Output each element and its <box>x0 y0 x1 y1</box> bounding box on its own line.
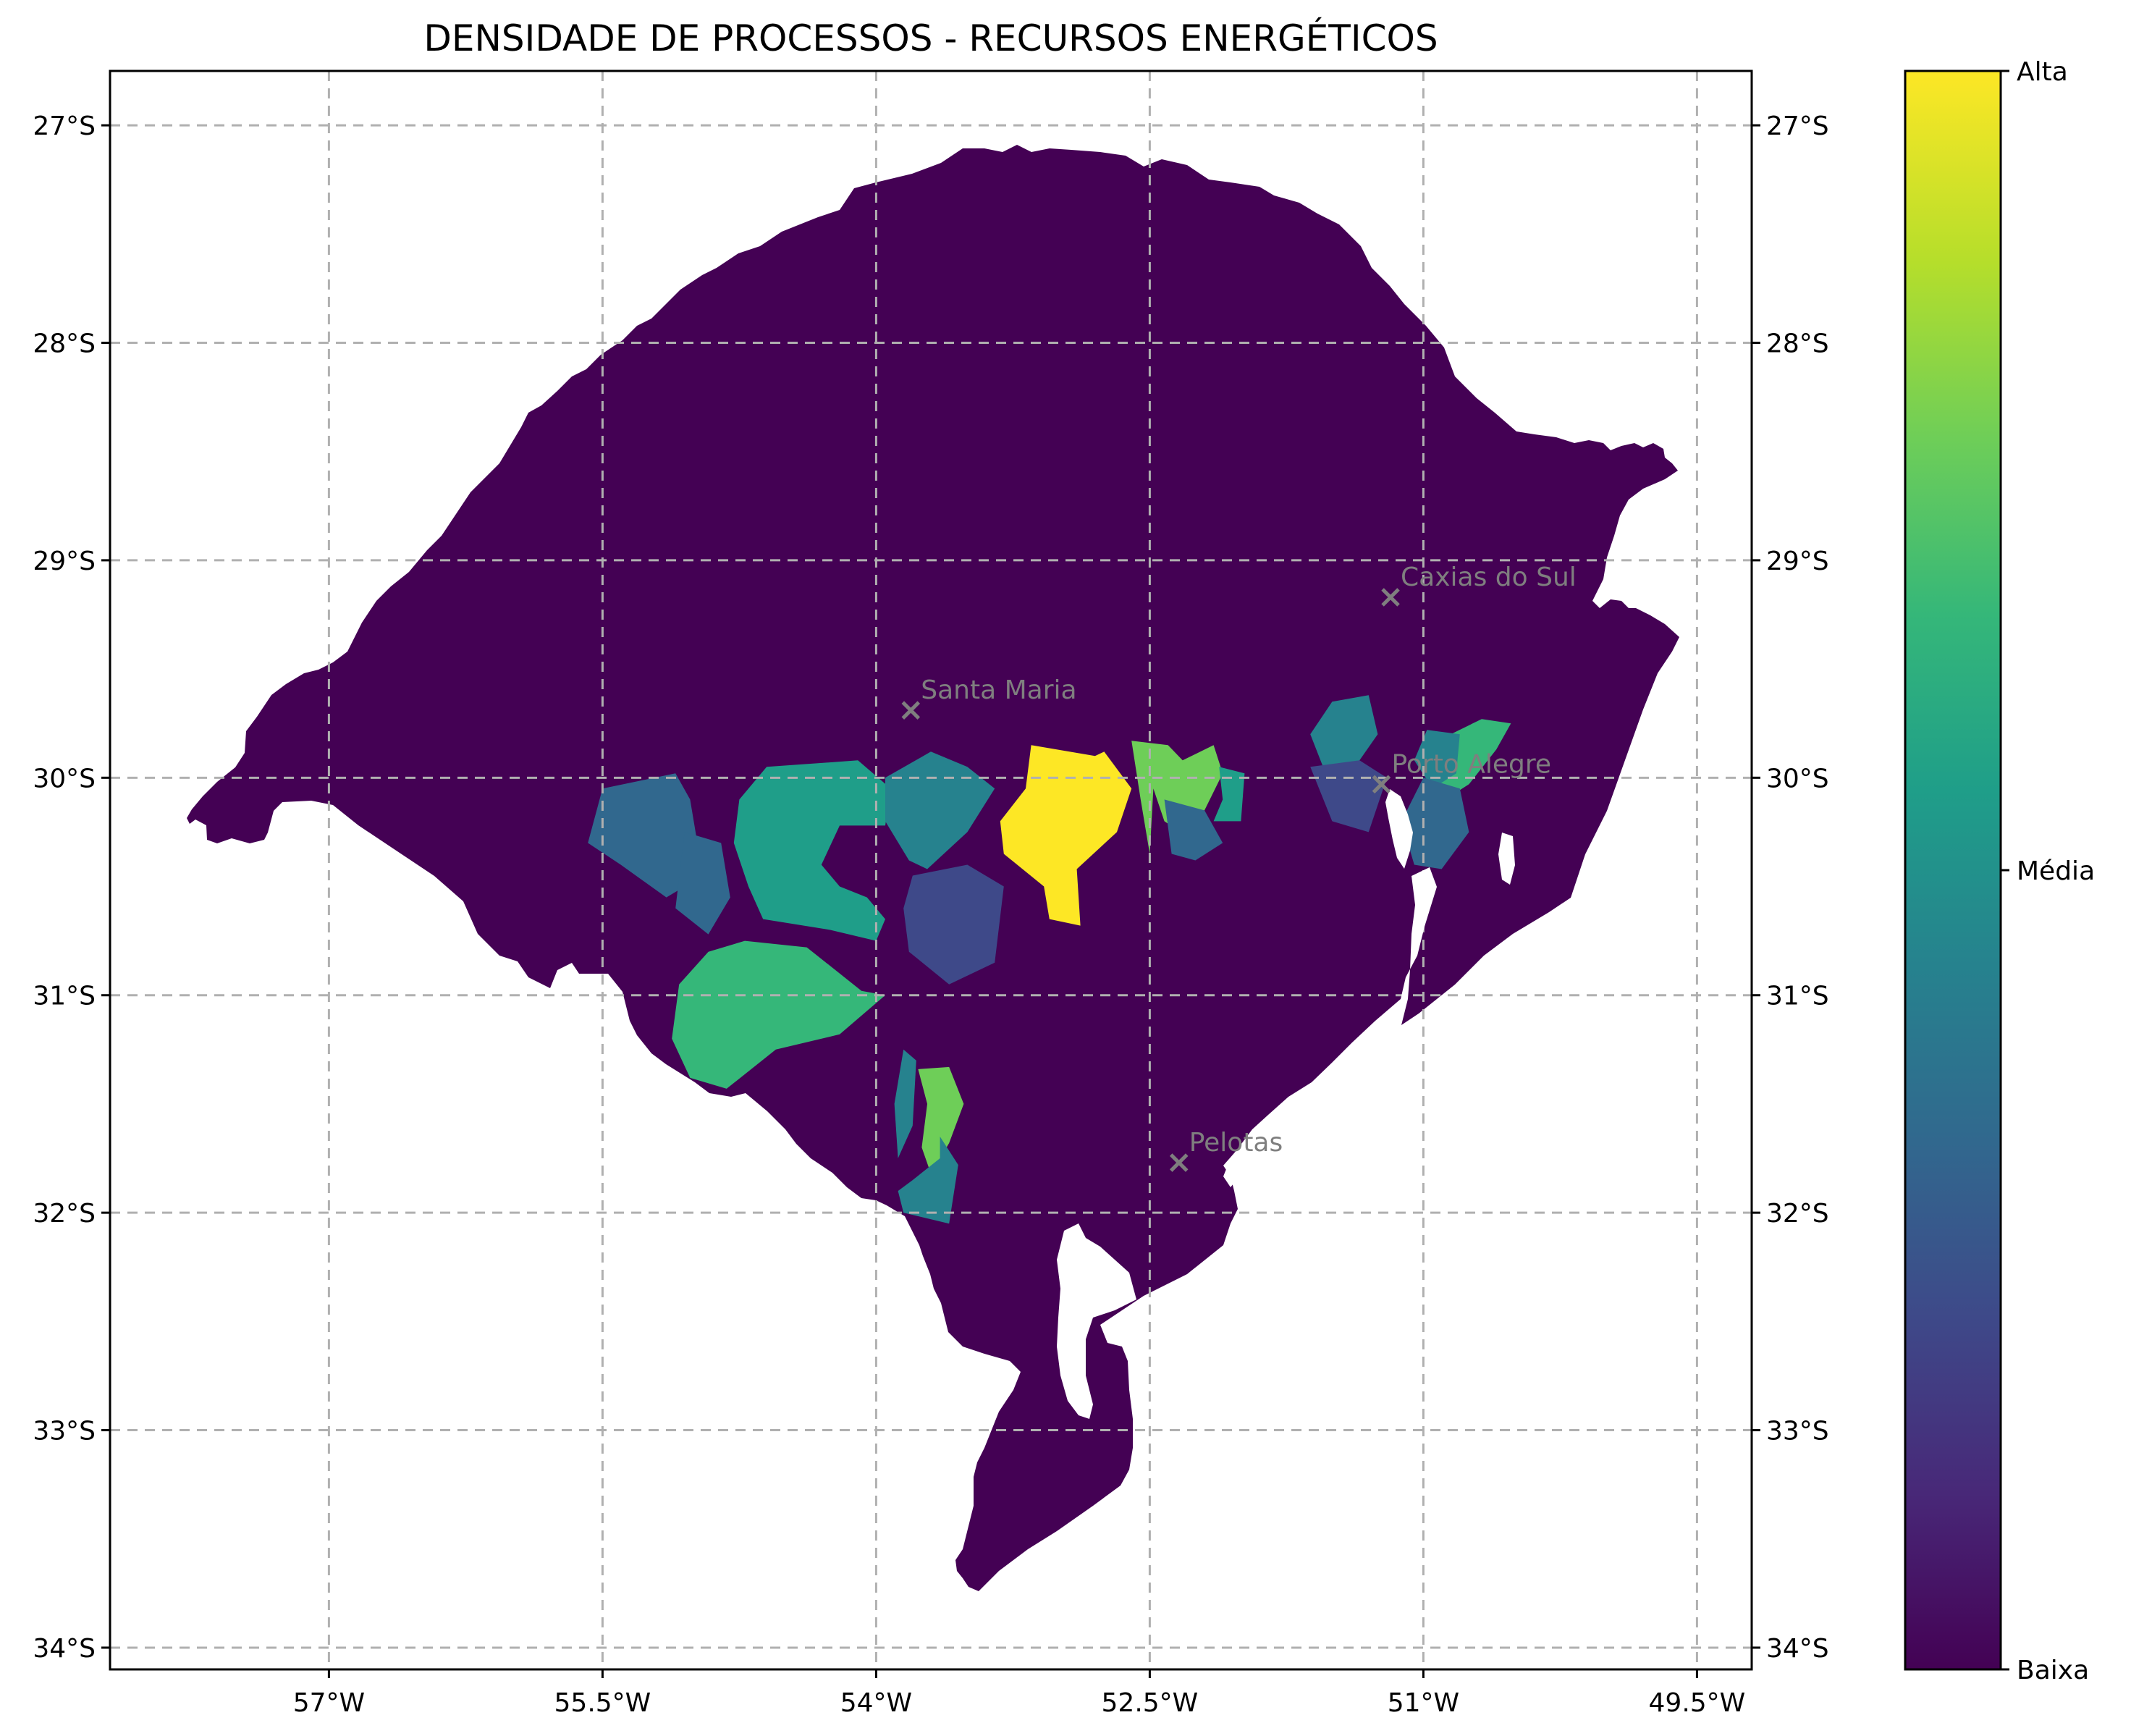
lagoa-dos-patos-lake <box>1223 867 1437 1187</box>
y-tick-label-right-3: 30°S <box>1766 764 1829 793</box>
city-marker-3 <box>1169 1153 1189 1172</box>
y-tick-label-left-1: 28°S <box>33 329 96 359</box>
city-marker-2 <box>1372 775 1391 794</box>
city-label-0: Caxias do Sul <box>1401 562 1577 592</box>
region-9 <box>885 751 995 869</box>
x-tick-label-4: 51°W <box>1388 1688 1459 1718</box>
y-tick-label-left-3: 30°S <box>33 764 96 793</box>
y-tick-label-right-5: 32°S <box>1766 1199 1829 1229</box>
y-tick-label-right-2: 29°S <box>1766 547 1829 576</box>
y-tick-label-left-4: 31°S <box>33 982 96 1011</box>
region-12 <box>1401 778 1469 869</box>
y-tick-label-left-0: 27°S <box>33 111 96 141</box>
region-16 <box>903 864 1004 985</box>
axis-ticks: 57°W 55.5°W 54°W 52.5°W 51°W 49.5°W 27°S 27°S 28… <box>33 111 1828 1718</box>
small-lake <box>1498 833 1515 885</box>
region-15 <box>675 832 730 935</box>
region-10 <box>898 1137 958 1224</box>
y-tick-label-left-2: 29°S <box>33 547 96 576</box>
region-5 <box>733 760 891 941</box>
x-tick-label-1: 55.5°W <box>554 1688 651 1718</box>
x-tick-label-2: 54°W <box>840 1688 912 1718</box>
y-tick-label-right-4: 31°S <box>1766 982 1829 1011</box>
region-1 <box>1131 741 1223 854</box>
colorbar-label-1: Média <box>2017 856 2095 886</box>
city-label-3: Pelotas <box>1189 1128 1283 1158</box>
city-label-1: Santa Maria <box>921 675 1076 705</box>
region-0 <box>1000 745 1132 926</box>
y-tick-label-left-6: 33°S <box>33 1417 96 1446</box>
map-title: DENSIDADE DE PROCESSOS - RECURSOS ENERGÉ… <box>423 17 1438 59</box>
city-markers: Caxias do Sul Santa Maria Porto Alegre Pelo… <box>901 562 1577 1172</box>
region-8 <box>1414 730 1460 789</box>
map-area <box>110 71 1752 1669</box>
city-label-2: Porto Alegre <box>1391 749 1551 779</box>
guaiba-lake <box>1385 789 1413 869</box>
state-shape <box>187 145 1679 1591</box>
y-tick-label-right-7: 34°S <box>1766 1634 1829 1664</box>
graticule-grid <box>110 71 1752 1669</box>
region-13 <box>1164 799 1223 861</box>
region-11 <box>894 1049 916 1158</box>
region-7 <box>1310 695 1378 774</box>
city-marker-0 <box>1381 588 1400 607</box>
colorbar-label-2: Baixa <box>2017 1656 2089 1685</box>
y-tick-label-left-5: 32°S <box>33 1199 96 1229</box>
region-6 <box>1213 767 1245 822</box>
x-tick-label-3: 52.5°W <box>1102 1688 1199 1718</box>
region-2 <box>918 1066 964 1174</box>
colorbar: Alta Média Baixa <box>1904 57 2095 1685</box>
y-tick-label-right-1: 28°S <box>1766 329 1829 359</box>
map-frame <box>109 69 1753 1671</box>
y-tick-label-right-0: 27°S <box>1766 111 1829 141</box>
colorbar-gradient <box>1904 69 2002 1671</box>
region-4 <box>672 940 885 1089</box>
region-14 <box>588 773 703 898</box>
x-tick-label-5: 49.5°W <box>1649 1688 1746 1718</box>
city-marker-1 <box>901 701 921 720</box>
municipality-regions <box>588 695 1511 1224</box>
y-tick-label-right-6: 33°S <box>1766 1417 1829 1446</box>
lagoa-mirim-lake <box>1057 1223 1136 1419</box>
y-tick-label-left-7: 34°S <box>33 1634 96 1664</box>
x-tick-label-0: 57°W <box>293 1688 365 1718</box>
colorbar-label-0: Alta <box>2017 57 2068 87</box>
